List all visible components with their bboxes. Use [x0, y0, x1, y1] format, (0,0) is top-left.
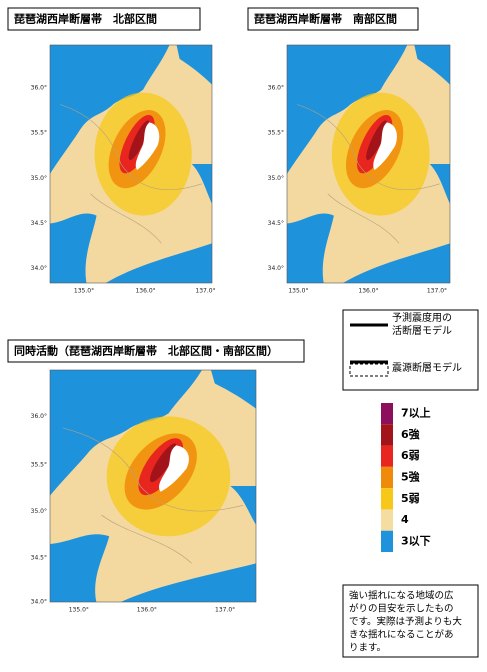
lon-label: 137.0°: [215, 607, 235, 614]
lon-label: 136.0°: [358, 288, 378, 295]
lat-label: 34.0°: [268, 265, 284, 272]
model-legend-box: [342, 309, 479, 391]
lon-label: 135.0°: [288, 288, 308, 295]
model-legend-label: 活断層モデル: [392, 324, 452, 337]
lat-label: 36.0°: [268, 84, 284, 91]
lon-label: 136.0°: [135, 288, 155, 295]
note-text: 強い揺れになる地域の広: [349, 590, 454, 602]
lat-label: 36.0°: [31, 413, 47, 420]
panel-title-box: [247, 7, 419, 31]
lat-label: 35.5°: [268, 130, 284, 137]
model-legend-label: 予測震度用の: [392, 311, 452, 324]
intensity-label: 5強: [401, 470, 420, 484]
lat-label: 35.0°: [31, 175, 47, 182]
lat-label: 36.0°: [31, 84, 47, 91]
panel-title: 同時活動（琵琶湖西岸断層帯 北部区間・南部区間）: [14, 344, 278, 358]
panel-title: 琵琶湖西岸断層帯 南部区間: [254, 12, 397, 26]
intensity-label: 6強: [401, 427, 420, 441]
panel-title: 琵琶湖西岸断層帯 北部区間: [14, 12, 157, 26]
note-text: きな揺れになることがあ: [349, 629, 454, 641]
map-frame: [286, 44, 451, 284]
map: [50, 45, 212, 283]
intensity-swatch: [381, 445, 393, 467]
lon-label: 136.0°: [137, 607, 157, 614]
lat-label: 35.5°: [31, 462, 47, 469]
intensity-label: 3以下: [401, 534, 431, 547]
lat-label: 34.0°: [31, 265, 47, 272]
lat-label: 35.5°: [31, 130, 47, 137]
note-text: がりの目安を示したもの: [349, 603, 454, 615]
lat-label: 35.0°: [268, 175, 284, 182]
map: [50, 370, 256, 602]
intensity-swatch: [381, 509, 393, 531]
intensity-label: 7以上: [401, 406, 431, 420]
model-legend-label: 震源断層モデル: [392, 361, 462, 374]
note-text: です。実際は予測よりも大: [349, 616, 462, 628]
intensity-swatch: [381, 488, 393, 510]
intensity-swatch: [381, 530, 393, 552]
lon-label: 137.0°: [427, 288, 447, 295]
lon-label: 135.0°: [69, 607, 89, 614]
intensity-swatch: [381, 403, 393, 425]
lat-label: 34.5°: [31, 220, 47, 227]
intensity-label: 5弱: [401, 492, 420, 505]
lat-label: 34.5°: [268, 220, 284, 227]
lat-label: 34.5°: [31, 554, 47, 561]
lat-label: 34.0°: [31, 599, 47, 606]
lon-label: 137.0°: [195, 288, 215, 295]
panel-title-box: [7, 7, 201, 31]
map-frame: [49, 369, 257, 603]
intensity-swatch: [381, 466, 393, 489]
intensity-swatch: [381, 424, 393, 446]
panel-title-box: [7, 339, 305, 363]
map-frame: [49, 44, 213, 284]
note-text: ります。: [349, 643, 386, 654]
lat-label: 35.0°: [31, 508, 47, 515]
lon-label: 135.0°: [74, 288, 94, 295]
intensity-label: 4: [401, 513, 409, 526]
map: [287, 45, 450, 283]
note-box: [342, 584, 479, 658]
intensity-label: 6弱: [401, 449, 420, 462]
